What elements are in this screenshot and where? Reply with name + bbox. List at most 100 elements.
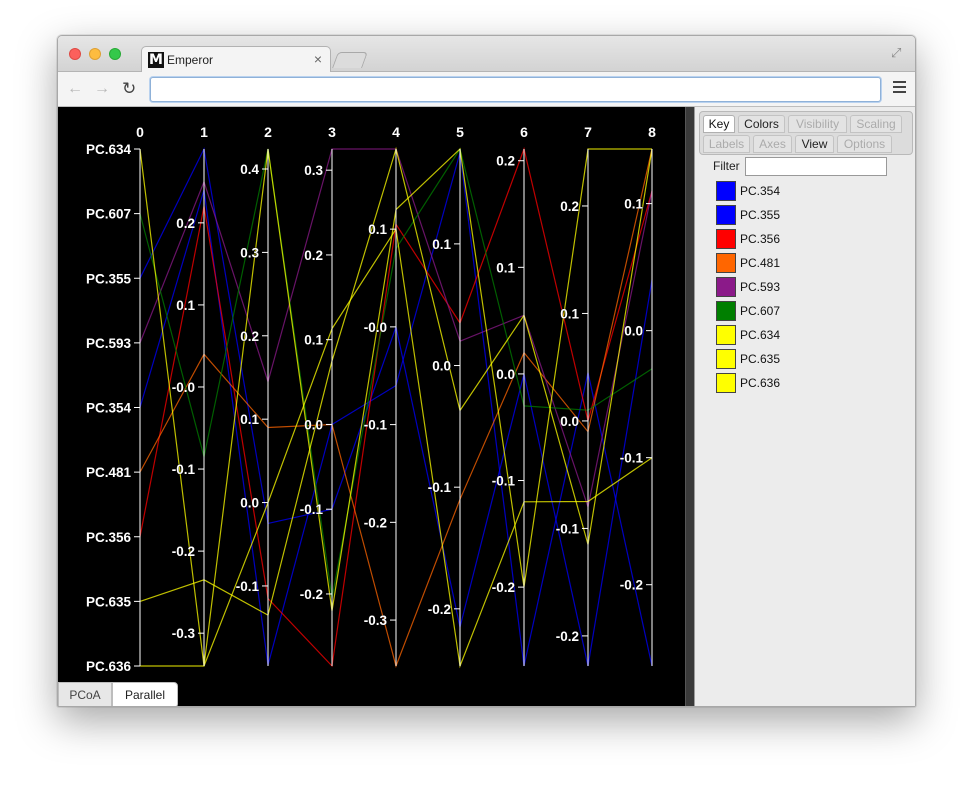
axes: 0 PC.634 PC.607 PC.355 PC.593 PC.354 PC.481 PC.… (86, 124, 656, 674)
tick-label: 0.0 (304, 417, 323, 432)
axis-title: 7 (584, 124, 592, 140)
legend-item: PC.636 (716, 373, 876, 393)
color-swatch[interactable] (716, 373, 736, 393)
window-minimize-button[interactable] (89, 48, 101, 60)
parallel-coordinates-chart[interactable]: 0 PC.634 PC.607 PC.355 PC.593 PC.354 PC.481 PC.… (58, 107, 685, 682)
forward-arrow-icon[interactable]: → (94, 80, 110, 97)
legend-label: PC.607 (740, 304, 781, 318)
tick-label: -0.2 (556, 629, 579, 644)
tab-key[interactable]: Key (703, 115, 735, 133)
browser-menu-icon[interactable] (893, 81, 906, 94)
tick-label: -0.1 (172, 462, 196, 477)
color-swatch[interactable] (716, 277, 736, 297)
color-swatch[interactable] (716, 253, 736, 273)
tab-visibility[interactable]: Visibility (788, 115, 847, 133)
tab-options[interactable]: Options (837, 135, 892, 153)
tick-label: PC.634 (86, 142, 132, 157)
axis-title: 6 (520, 124, 528, 140)
tab-labels[interactable]: Labels (703, 135, 750, 153)
tick-label: 0.2 (176, 216, 195, 231)
tick-label: -0.1 (428, 480, 452, 495)
color-swatch[interactable] (716, 325, 736, 345)
color-swatch[interactable] (716, 181, 736, 201)
browser-tab[interactable]: M Emperor × (141, 46, 331, 73)
tick-label: 0.0 (624, 324, 643, 339)
menu-tabs: Key Colors Visibility Scaling Labels Axe… (699, 111, 913, 155)
legend-item: PC.634 (716, 325, 876, 345)
panel-splitter[interactable] (685, 107, 694, 706)
legend-label: PC.355 (740, 208, 781, 222)
tab-view[interactable]: View (795, 135, 834, 153)
side-panel: Key Colors Visibility Scaling Labels Axe… (694, 107, 915, 706)
color-swatch[interactable] (716, 301, 736, 321)
reload-icon[interactable]: ↻ (122, 79, 137, 98)
axis-title: 1 (200, 124, 208, 140)
legend-label: PC.635 (740, 352, 781, 366)
tick-label: -0.0 (364, 320, 387, 335)
fullscreen-icon[interactable]: ⤢ (891, 45, 902, 60)
tick-label: -0.1 (620, 451, 644, 466)
tab-scaling[interactable]: Scaling (850, 115, 902, 133)
browser-toolbar: ← → ↻ (58, 72, 915, 107)
tick-label: -0.2 (620, 578, 643, 593)
tick-label: 0.3 (240, 245, 259, 260)
legend-label: PC.481 (740, 256, 781, 270)
tick-label: 0.1 (176, 298, 195, 313)
tick-label: 0.1 (304, 333, 323, 348)
back-arrow-icon[interactable]: ← (67, 80, 83, 97)
tab-axes[interactable]: Axes (753, 135, 792, 153)
legend-label: PC.354 (740, 184, 781, 198)
tick-label: 0.0 (560, 414, 579, 429)
tick-label: -0.2 (172, 544, 195, 559)
legend-item: PC.607 (716, 301, 876, 321)
tick-label: 0.2 (304, 248, 323, 263)
axis-title: 5 (456, 124, 464, 140)
tick-label: -0.1 (492, 474, 516, 489)
color-swatch[interactable] (716, 349, 736, 369)
legend-item: PC.593 (716, 277, 876, 297)
axis-title: 4 (392, 124, 400, 140)
new-tab-button[interactable] (332, 52, 368, 68)
legend-item: PC.481 (716, 253, 876, 273)
color-swatch[interactable] (716, 229, 736, 249)
emperor-logo-icon: M (148, 52, 164, 68)
parallel-plot[interactable]: 0 PC.634 PC.607 PC.355 PC.593 PC.354 PC.481 PC.… (58, 107, 685, 706)
tick-label: 0.2 (496, 154, 515, 169)
filter-label: Filter (713, 159, 740, 173)
tick-label: 0.1 (368, 222, 387, 237)
tab-strip: M Emperor × ⤢ (58, 36, 915, 73)
tab-close-icon[interactable]: × (313, 51, 322, 67)
tab-parallel[interactable]: Parallel (112, 682, 178, 706)
tick-label: PC.354 (86, 401, 132, 416)
tick-label: -0.1 (364, 418, 388, 433)
tick-label: -0.1 (236, 579, 260, 594)
axis-title: 8 (648, 124, 656, 140)
tick-label: 0.0 (496, 367, 515, 382)
tab-pcoa[interactable]: PCoA (58, 682, 112, 706)
tick-label: 0.1 (560, 306, 579, 321)
legend-item: PC.635 (716, 349, 876, 369)
legend-item: PC.354 (716, 181, 876, 201)
tick-label: 0.0 (432, 359, 451, 374)
tick-label: 0.1 (240, 412, 259, 427)
tick-label: -0.2 (300, 587, 323, 602)
tick-label: PC.607 (86, 207, 131, 222)
color-swatch[interactable] (716, 205, 736, 225)
window-close-button[interactable] (69, 48, 81, 60)
address-bar[interactable] (150, 77, 881, 102)
filter-input[interactable] (745, 157, 887, 176)
tick-label: -0.2 (492, 580, 515, 595)
tick-label: -0.1 (300, 502, 324, 517)
window-zoom-button[interactable] (109, 48, 121, 60)
legend-label: PC.634 (740, 328, 781, 342)
tick-label: PC.355 (86, 271, 132, 286)
tick-label: 0.1 (432, 237, 451, 252)
tick-label: 0.2 (240, 329, 259, 344)
axis-title: 3 (328, 124, 336, 140)
tick-label: PC.636 (86, 659, 132, 674)
tick-label: -0.3 (172, 626, 196, 641)
axis-title: 2 (264, 124, 272, 140)
tab-colors[interactable]: Colors (738, 115, 785, 133)
tick-label: -0.0 (172, 380, 195, 395)
legend-label: PC.356 (740, 232, 781, 246)
